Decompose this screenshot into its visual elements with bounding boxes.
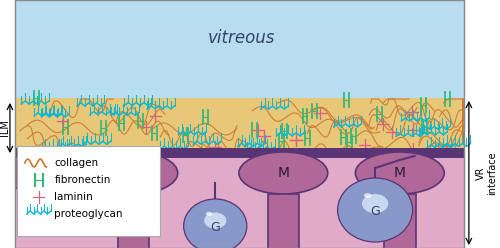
Ellipse shape: [204, 213, 227, 229]
Text: ILM: ILM: [0, 120, 10, 136]
Text: proteoglycan: proteoglycan: [54, 209, 123, 219]
Bar: [268, 194, 299, 248]
Text: G: G: [210, 221, 220, 234]
Bar: [15, 0, 464, 98]
Text: laminin: laminin: [54, 192, 93, 202]
Ellipse shape: [89, 152, 178, 194]
Bar: [15, 156, 44, 188]
Ellipse shape: [364, 193, 372, 198]
Text: M: M: [128, 166, 140, 180]
Bar: [208, 178, 227, 248]
Text: M: M: [278, 166, 289, 180]
Bar: [330, 178, 350, 248]
Bar: [15, 148, 464, 248]
Bar: [15, 148, 464, 158]
Text: vitreous: vitreous: [208, 29, 276, 47]
Ellipse shape: [184, 199, 247, 248]
Ellipse shape: [356, 152, 444, 194]
Bar: [118, 194, 149, 248]
Bar: [17, 146, 160, 236]
Text: fibronectin: fibronectin: [54, 175, 110, 185]
Ellipse shape: [338, 178, 412, 242]
Text: M: M: [394, 166, 406, 180]
Ellipse shape: [206, 212, 212, 216]
Bar: [15, 98, 464, 156]
Text: G: G: [370, 205, 380, 218]
Ellipse shape: [239, 152, 328, 194]
Bar: [384, 194, 416, 248]
Ellipse shape: [362, 194, 388, 213]
Text: VR
interface: VR interface: [476, 151, 498, 195]
Text: N: N: [28, 166, 36, 176]
Text: collagen: collagen: [54, 158, 98, 168]
